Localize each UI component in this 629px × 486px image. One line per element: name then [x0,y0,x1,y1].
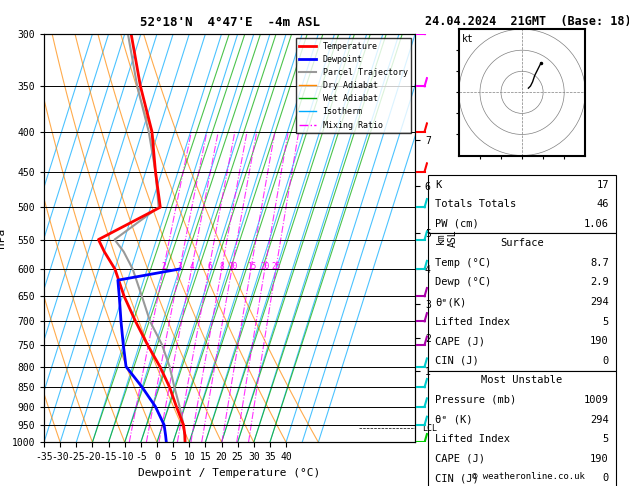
Text: 24.04.2024  21GMT  (Base: 18): 24.04.2024 21GMT (Base: 18) [425,15,629,28]
FancyBboxPatch shape [428,175,616,233]
Text: CIN (J): CIN (J) [435,356,479,366]
Text: Pressure (mb): Pressure (mb) [435,395,516,405]
Text: CIN (J): CIN (J) [435,473,479,483]
Text: Dewp (°C): Dewp (°C) [435,278,491,287]
Text: Totals Totals: Totals Totals [435,199,516,209]
Text: 10: 10 [228,262,237,271]
FancyBboxPatch shape [428,233,616,370]
Text: Surface: Surface [500,238,544,248]
Text: θᵉ (K): θᵉ (K) [435,415,473,425]
Text: 4: 4 [190,262,194,271]
Text: θᵉ(K): θᵉ(K) [435,297,467,307]
Text: 294: 294 [590,297,609,307]
Text: Most Unstable: Most Unstable [481,375,563,385]
Text: 5: 5 [603,434,609,444]
Text: 3: 3 [178,262,182,271]
Text: Temp (°C): Temp (°C) [435,258,491,268]
Text: 25: 25 [272,262,281,271]
Text: 8.7: 8.7 [590,258,609,268]
Y-axis label: km
ASL: km ASL [437,229,458,247]
Text: 5: 5 [603,316,609,327]
Text: 190: 190 [590,336,609,346]
Text: PW (cm): PW (cm) [435,219,479,229]
Text: 190: 190 [590,454,609,464]
Text: CAPE (J): CAPE (J) [435,336,485,346]
Text: 0: 0 [603,473,609,483]
Text: Lifted Index: Lifted Index [435,316,510,327]
Text: kt: kt [462,34,473,44]
Text: © weatheronline.co.uk: © weatheronline.co.uk [472,472,585,481]
Text: 2.9: 2.9 [590,278,609,287]
Text: 294: 294 [590,415,609,425]
Text: 1.06: 1.06 [584,219,609,229]
Text: K: K [435,179,442,190]
X-axis label: Dewpoint / Temperature (°C): Dewpoint / Temperature (°C) [138,468,321,478]
Text: 15: 15 [247,262,256,271]
Text: 17: 17 [596,179,609,190]
Text: Lifted Index: Lifted Index [435,434,510,444]
Y-axis label: hPa: hPa [0,228,6,248]
Text: Mixing Ratio (g/kg): Mixing Ratio (g/kg) [455,182,465,294]
Text: LCL: LCL [423,424,438,433]
Legend: Temperature, Dewpoint, Parcel Trajectory, Dry Adiabat, Wet Adiabat, Isotherm, Mi: Temperature, Dewpoint, Parcel Trajectory… [296,38,411,133]
Title: 52°18'N  4°47'E  -4m ASL: 52°18'N 4°47'E -4m ASL [140,16,320,29]
Text: 20: 20 [260,262,270,271]
Text: 1009: 1009 [584,395,609,405]
Text: 2: 2 [162,262,166,271]
Text: 0: 0 [603,356,609,366]
FancyBboxPatch shape [428,370,616,486]
Text: CAPE (J): CAPE (J) [435,454,485,464]
Text: 46: 46 [596,199,609,209]
Text: 8: 8 [220,262,225,271]
Text: 6: 6 [207,262,212,271]
